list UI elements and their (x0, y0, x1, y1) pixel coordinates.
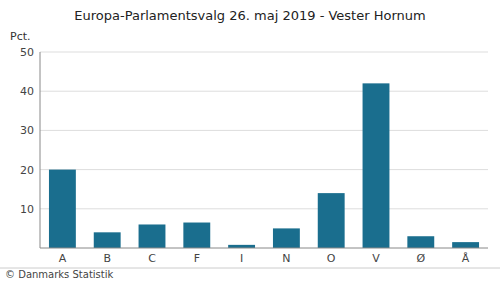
bar (318, 193, 345, 248)
y-axis-line (40, 52, 41, 248)
grid-line (40, 208, 488, 209)
bar (139, 224, 166, 248)
x-tick-label: O (327, 252, 336, 265)
y-tick-label: 30 (20, 124, 34, 137)
grid (40, 52, 488, 209)
bars (49, 83, 479, 248)
x-tick-label: Å (462, 252, 470, 265)
x-tick-label: F (194, 252, 200, 265)
grid-line (40, 130, 488, 131)
bar (94, 232, 121, 248)
x-tick-label: N (282, 252, 290, 265)
y-tick-label: 10 (20, 203, 34, 216)
chart-container: Europa-Parlamentsvalg 26. maj 2019 - Ves… (0, 0, 500, 282)
x-tick-label: B (103, 252, 111, 265)
x-tick-label: I (240, 252, 243, 265)
title: Europa-Parlamentsvalg 26. maj 2019 - Ves… (74, 8, 425, 23)
bar (49, 170, 76, 248)
bar (183, 223, 210, 248)
footer: © Danmarks Statistik (5, 269, 114, 280)
x-tick-label: C (148, 252, 156, 265)
bar (273, 228, 300, 248)
x-axis-line (40, 248, 488, 249)
y-tick-label: 50 (20, 46, 34, 59)
x-tick-label: V (372, 252, 380, 265)
chart: Europa-Parlamentsvalg 26. maj 2019 - Ves… (0, 0, 500, 282)
grid-line (40, 91, 488, 92)
y-axis-label: Pct. (10, 30, 31, 43)
grid-line (40, 52, 488, 53)
x-tick-label: A (59, 252, 67, 265)
grid-line (40, 169, 488, 170)
bar (452, 242, 479, 248)
bar (363, 83, 390, 248)
bar (407, 236, 434, 248)
y-tick-label: 20 (20, 164, 34, 177)
x-tick-label: Ø (416, 252, 425, 265)
y-tick-label: 40 (20, 85, 34, 98)
